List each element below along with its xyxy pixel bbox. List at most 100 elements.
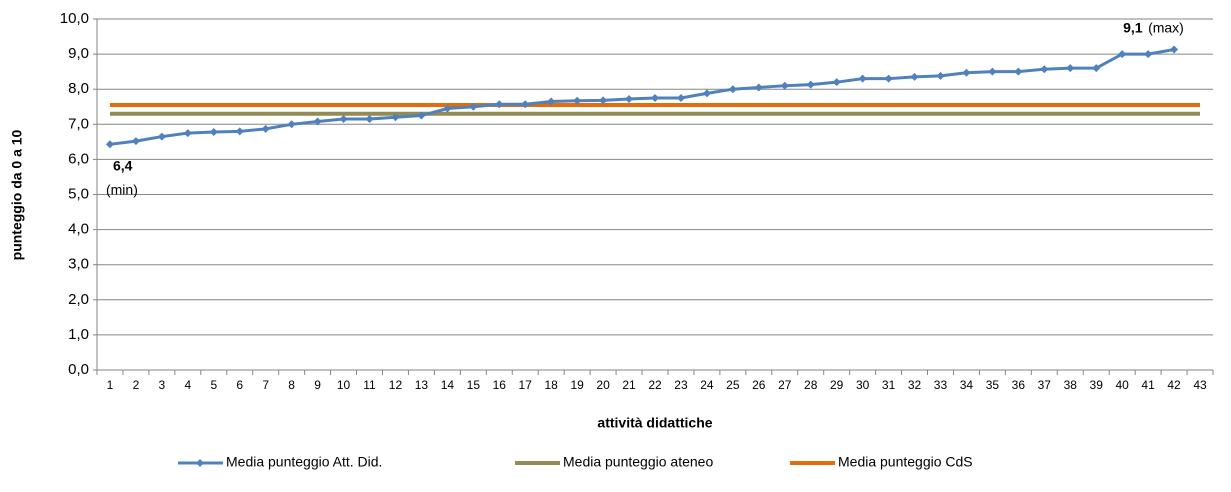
x-tick-label: 24 [700,378,714,392]
x-tick-label: 11 [363,378,376,392]
y-axis-title: punteggio da 0 a 10 [9,129,25,260]
point-marker [547,97,556,106]
point-marker [832,78,841,87]
annotation-value: 9,1 [1123,20,1143,36]
legend-label: Media punteggio ateneo [563,454,713,470]
point-marker [1170,45,1179,54]
point-marker [1066,64,1075,73]
point-marker [1118,50,1127,59]
point-marker [1092,64,1101,73]
y-tick-label: 0,0 [68,361,89,378]
legend-label: Media punteggio Att. Did. [226,454,382,470]
x-tick-label: 41 [1141,378,1155,392]
point-marker [728,85,737,94]
x-tick-label: 36 [1012,378,1026,392]
x-tick-label: 20 [596,378,610,392]
x-tick-label: 21 [622,378,636,392]
x-tick-label: 13 [415,378,429,392]
y-tick-label: 2,0 [68,291,89,308]
point-marker [651,93,659,102]
point-marker [391,113,400,122]
x-tick-label: 29 [830,378,844,392]
x-tick-label: 42 [1167,378,1181,392]
legend-marker [196,459,204,467]
x-tick-label: 18 [545,378,559,392]
x-tick-label: 12 [389,378,403,392]
point-marker [676,93,685,102]
x-tick-label: 33 [934,378,948,392]
x-tick-label: 7 [262,378,269,392]
x-tick-label: 8 [288,378,295,392]
x-tick-label: 3 [159,378,166,392]
point-marker [962,68,971,77]
series-line [109,48,1175,146]
x-tick-label: 27 [778,378,792,392]
point-marker [702,89,711,98]
point-marker [105,140,114,149]
x-tick-label: 9 [314,378,321,392]
point-marker [443,104,452,113]
y-tick-label: 9,0 [68,45,89,62]
x-tick-label: 2 [133,378,140,392]
x-tick-label: 17 [519,378,533,392]
x-tick-label: 25 [726,378,740,392]
point-marker [365,115,374,124]
x-tick-label: 5 [210,378,217,392]
y-tick-label: 3,0 [68,256,89,273]
point-marker [884,74,893,83]
x-tick-label: 16 [493,378,507,392]
annotation-note: (min) [106,182,138,198]
x-tick-label: 26 [752,378,766,392]
legend-label: Media punteggio CdS [838,454,973,470]
point-marker [780,81,789,90]
x-tick-label: 15 [467,378,481,392]
point-marker [806,80,815,89]
x-tick-label: 4 [184,378,191,392]
x-tick-label: 31 [882,378,896,392]
point-marker [313,117,322,126]
y-tick-label: 1,0 [68,326,89,343]
x-tick-label: 40 [1115,378,1129,392]
point-marker [625,95,634,104]
point-marker [521,100,530,109]
y-tick-label: 4,0 [68,221,89,238]
point-marker [936,71,945,80]
x-tick-label: 43 [1193,378,1207,392]
y-tick-label: 7,0 [68,115,89,132]
point-marker [469,102,478,111]
annotation-value: 6,4 [113,158,133,174]
point-marker [209,128,218,137]
x-tick-label: 14 [441,378,455,392]
x-tick-label: 32 [908,378,922,392]
point-marker [339,115,348,124]
point-marker [573,96,582,105]
y-tick-label: 10,0 [60,10,89,27]
point-marker [495,100,504,109]
x-tick-label: 30 [856,378,870,392]
x-tick-label: 1 [107,378,114,392]
x-tick-label: 10 [337,378,351,392]
x-tick-label: 38 [1064,378,1078,392]
x-tick-label: 6 [236,378,243,392]
y-tick-label: 6,0 [68,150,89,167]
x-tick-label: 39 [1090,378,1104,392]
point-marker [261,124,270,133]
x-tick-label: 23 [674,378,688,392]
x-tick-label: 37 [1038,378,1052,392]
point-marker [417,111,426,120]
point-marker [910,72,919,81]
x-axis-title: attività didattiche [597,415,712,431]
y-tick-label: 5,0 [68,185,89,202]
x-tick-label: 28 [804,378,818,392]
point-marker [754,83,763,92]
x-tick-label: 34 [960,378,974,392]
point-marker [599,96,608,105]
y-tick-label: 8,0 [68,80,89,97]
point-marker [157,132,166,141]
annotation-note: (max) [1148,20,1184,36]
x-tick-label: 35 [986,378,1000,392]
point-marker [1144,50,1153,59]
point-marker [1014,67,1023,76]
point-marker [287,120,296,129]
